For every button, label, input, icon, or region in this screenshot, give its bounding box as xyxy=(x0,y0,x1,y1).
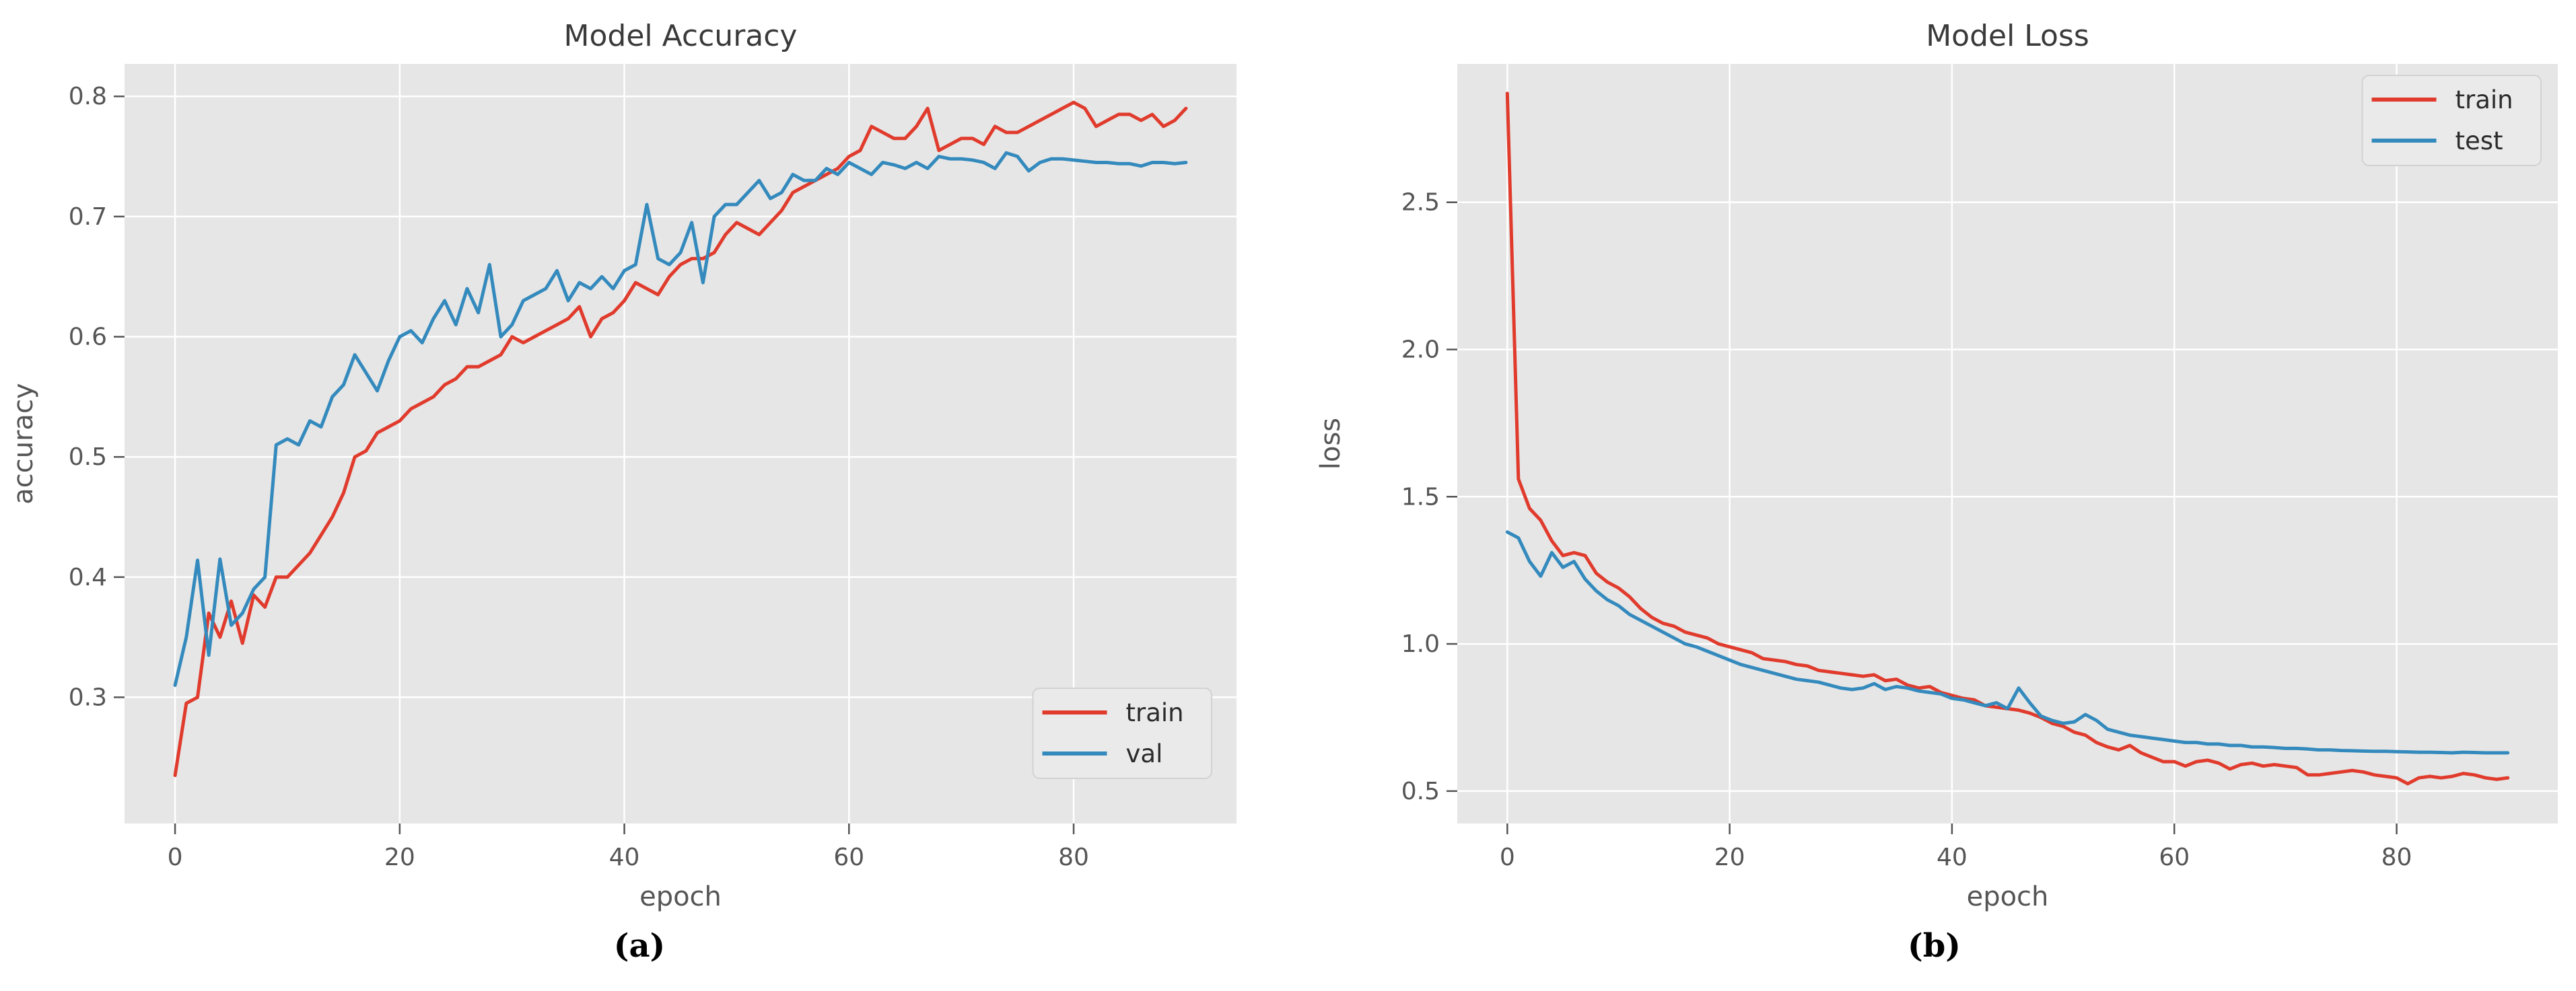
x-tick-label: 60 xyxy=(2159,844,2190,871)
y-tick-label: 0.5 xyxy=(69,443,107,471)
legend-item: val xyxy=(1042,739,1163,768)
legend-box xyxy=(1032,688,1212,779)
y-tick-label: 0.7 xyxy=(69,203,107,231)
accuracy-chart: 0 20 40 60 80 0.3 0.4 0.5 0.6 0.7 0.8 Model Accurac… xyxy=(8,19,1237,912)
series-train-line xyxy=(173,100,1188,778)
x-tick-label: 0 xyxy=(1500,844,1515,871)
legend-label-val: val xyxy=(1126,739,1163,768)
y-tick-label: 0.8 xyxy=(69,83,107,110)
figure-caption-b: (b) xyxy=(1908,927,1961,965)
y-tick-label: 0.6 xyxy=(69,324,107,351)
y-axis-label: accuracy xyxy=(8,383,39,504)
y-tick-label: 1.5 xyxy=(1401,483,1440,511)
loss-chart: 0 20 40 60 80 0.5 1.0 1.5 2.0 2.5 Model Loss epoch l… xyxy=(1315,19,2558,912)
legend-box xyxy=(2361,75,2542,166)
chart-title: Model Loss xyxy=(1926,19,2089,53)
legend-label-train: train xyxy=(2456,85,2513,114)
accuracy-figure: 0 20 40 60 80 0.3 0.4 0.5 0.6 0.7 0.8 Model Accurac… xyxy=(0,0,1279,991)
figure-caption-a: (a) xyxy=(613,927,666,965)
y-tick-label: 0.5 xyxy=(1401,778,1440,805)
plot-area xyxy=(1457,64,2558,823)
x-tick-label: 40 xyxy=(609,844,640,871)
legend-label-train: train xyxy=(1126,698,1184,727)
x-tick-label: 40 xyxy=(1937,844,1968,871)
legend-item: train xyxy=(1042,698,1184,727)
x-axis-label: epoch xyxy=(639,881,722,912)
y-tick-label: 0.4 xyxy=(69,564,107,591)
x-tick-label: 60 xyxy=(833,844,864,871)
x-tick-label: 80 xyxy=(1058,844,1089,871)
chart-title: Model Accuracy xyxy=(564,19,798,53)
legend: train test xyxy=(2361,75,2542,166)
legend: train val xyxy=(1032,688,1212,779)
loss-figure: 0 20 40 60 80 0.5 1.0 1.5 2.0 2.5 Model Loss epoch l… xyxy=(1292,0,2576,991)
series-test-line xyxy=(1505,530,2510,755)
y-tick-label: 0.3 xyxy=(69,684,107,711)
x-tick-label: 20 xyxy=(1714,844,1745,871)
y-axis-label: loss xyxy=(1315,418,1346,470)
x-tick-label: 0 xyxy=(168,844,183,871)
y-tick-label: 2.5 xyxy=(1401,189,1440,217)
y-tick-label: 1.0 xyxy=(1401,630,1440,658)
x-tick-label: 20 xyxy=(384,844,415,871)
series-val-line xyxy=(173,151,1188,688)
y-tick-label: 2.0 xyxy=(1401,336,1440,363)
legend-item: train xyxy=(2371,85,2513,114)
x-axis-label: epoch xyxy=(1967,881,2049,912)
legend-label-test: test xyxy=(2456,126,2503,155)
legend-item: test xyxy=(2371,126,2503,155)
x-tick-label: 80 xyxy=(2381,844,2412,871)
